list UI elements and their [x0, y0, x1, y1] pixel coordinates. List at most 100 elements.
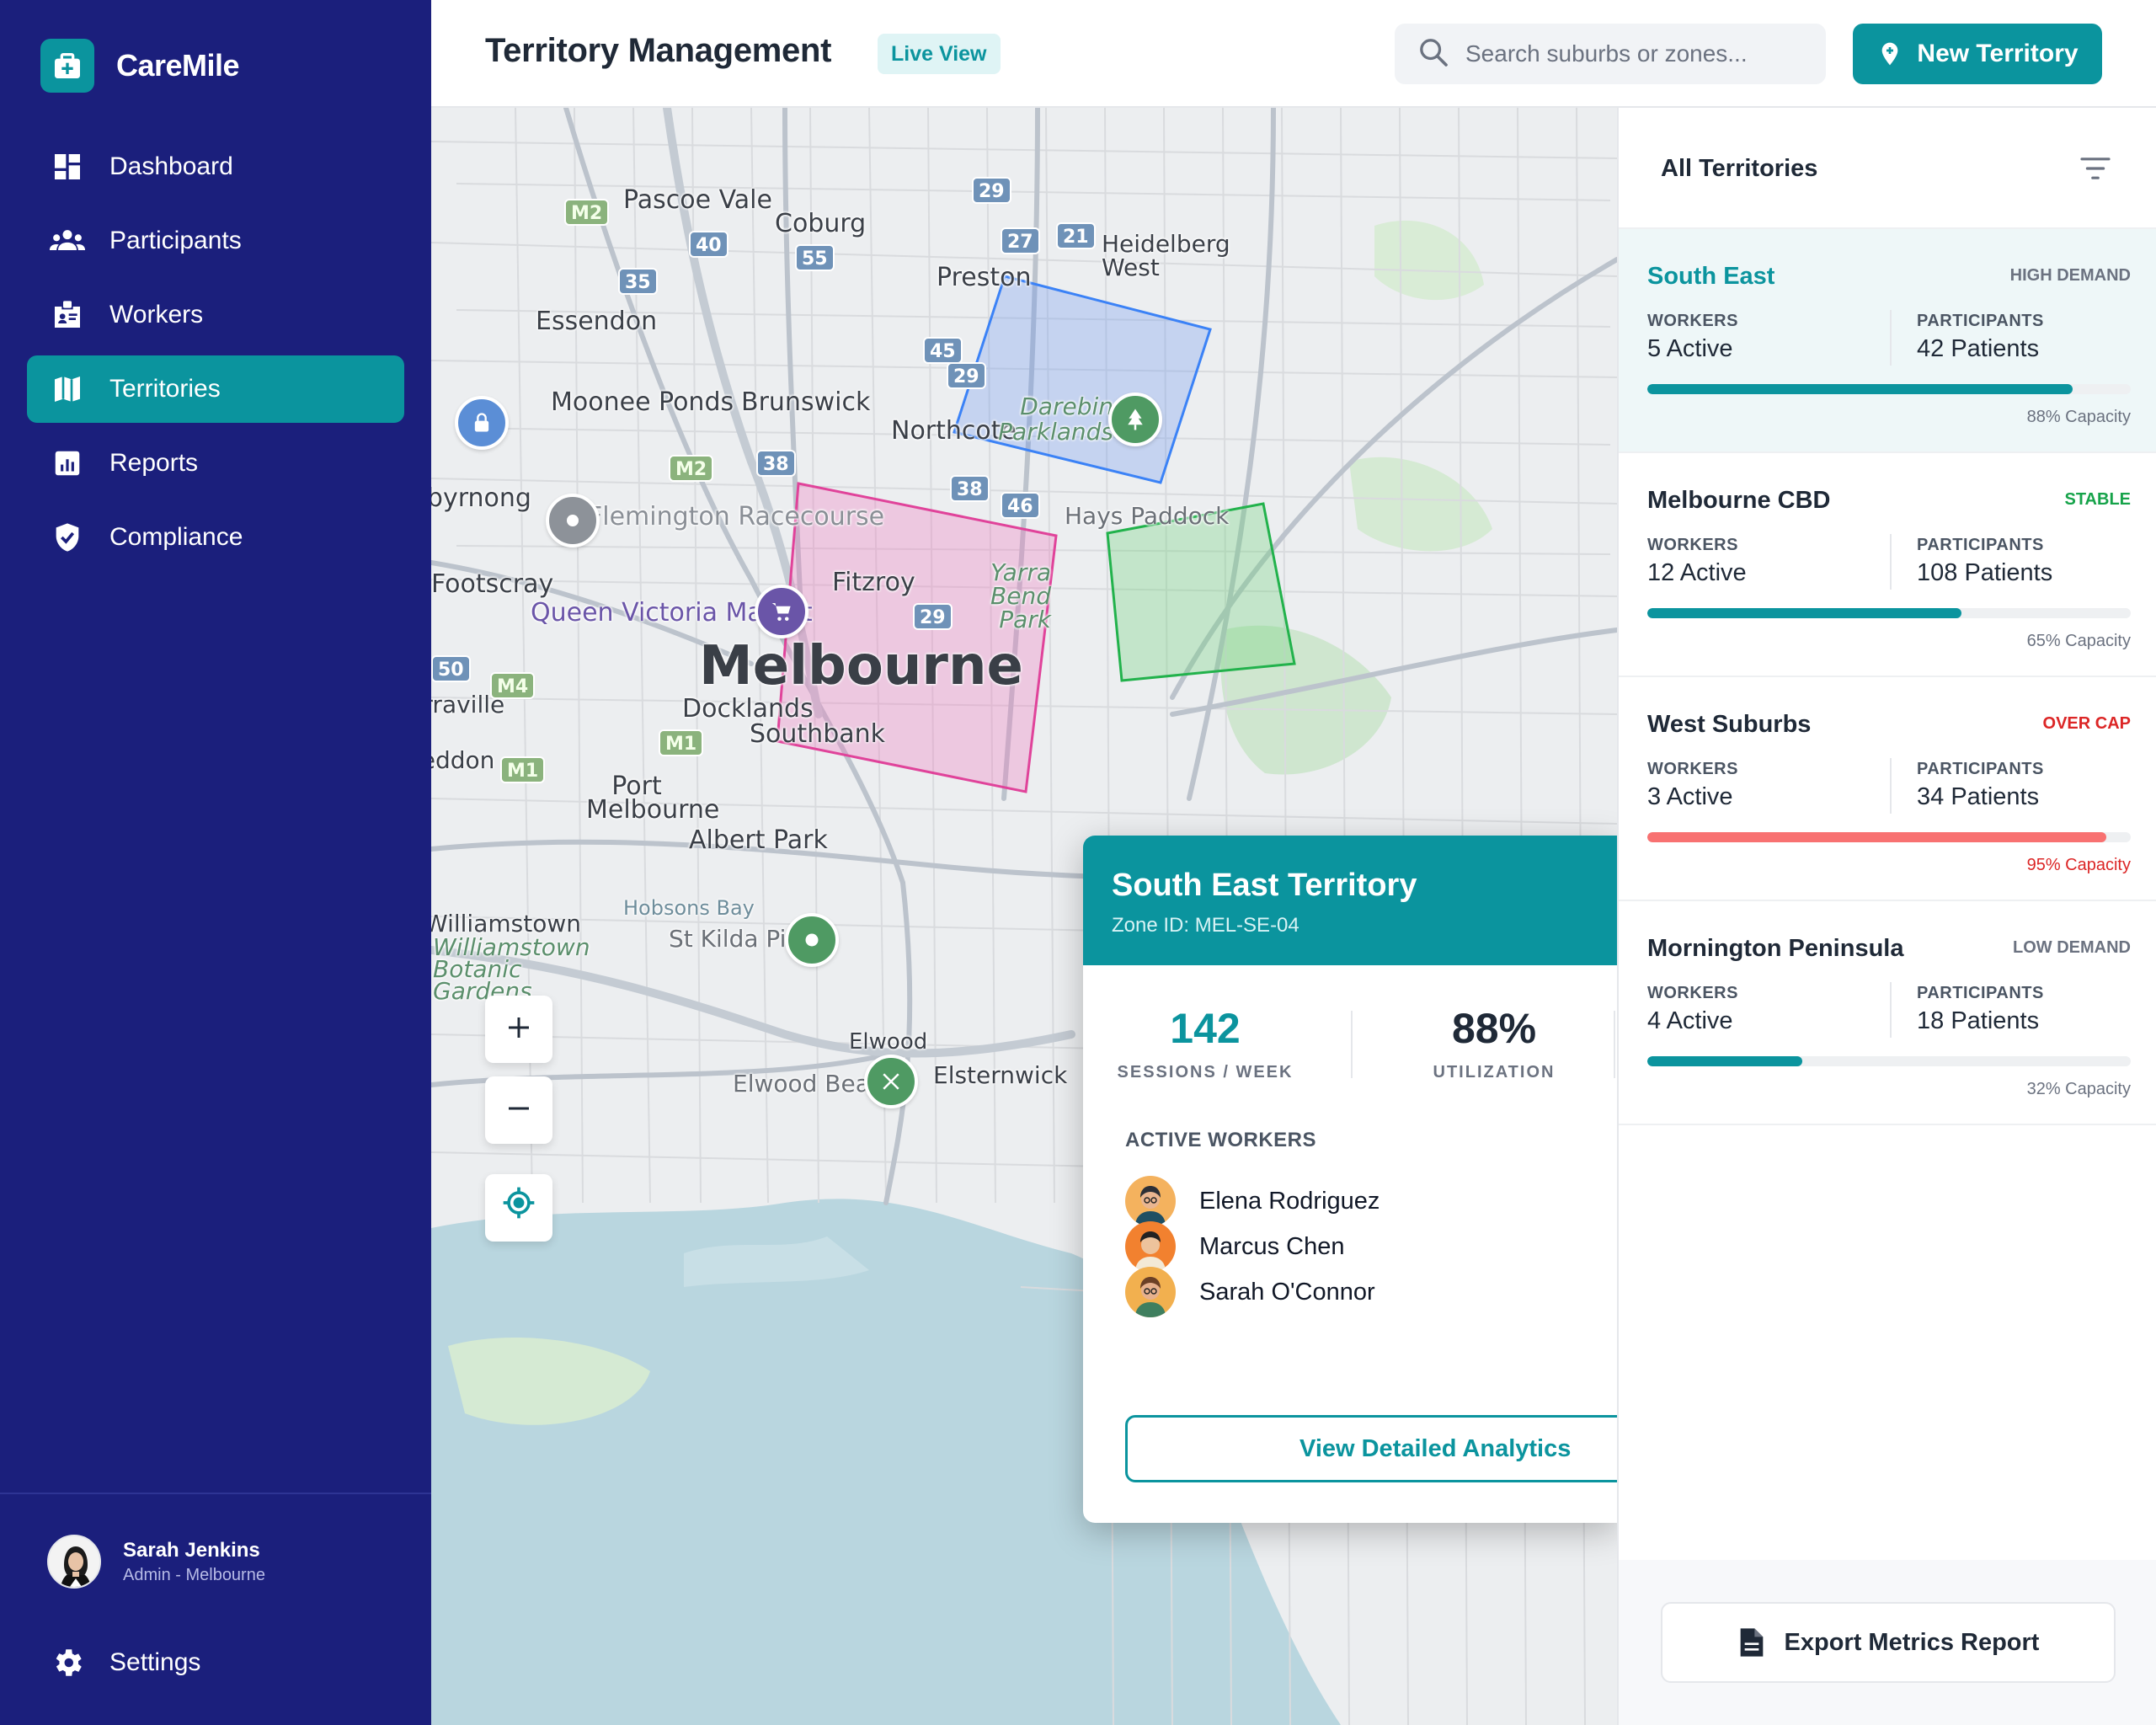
view-analytics-button[interactable]: View Detailed Analytics [1125, 1415, 1617, 1482]
worker-item[interactable]: Sarah O'Connor [1125, 1267, 1375, 1317]
map-label-flemington: Flemington Racecourse [588, 502, 885, 531]
tree-icon[interactable] [1108, 393, 1162, 446]
main-nav: Dashboard Participants Workers Territori… [27, 133, 404, 578]
minus-icon [504, 1087, 534, 1134]
search-input[interactable] [1465, 40, 1802, 67]
participants-label: PARTICIPANTS [1917, 760, 2044, 778]
map-label-heidelberg-west: Heidelberg West [1102, 230, 1230, 281]
settings-label: Settings [109, 1648, 201, 1676]
participants-count: 18 Patients [1917, 1007, 2040, 1034]
document-icon [1737, 1626, 1766, 1659]
avatar [47, 1535, 101, 1589]
map-label-hays-paddock: Hays Paddock [1065, 502, 1230, 530]
map-label-brunswick: Brunswick [741, 387, 871, 417]
user-profile[interactable]: Sarah Jenkins Admin - Melbourne [47, 1535, 265, 1589]
nav-label-compliance: Compliance [109, 523, 243, 551]
capacity-bar [1647, 1056, 2131, 1066]
zone-fitzroy [1106, 502, 1296, 682]
territory-card[interactable]: West Suburbs OVER CAP WORKERS 3 Active PARTI… [1619, 677, 2156, 901]
road-shield: 35 [618, 268, 658, 295]
nav-item-reports[interactable]: Reports [27, 430, 404, 497]
search-bar[interactable] [1395, 24, 1826, 84]
participants-count: 42 Patients [1917, 335, 2040, 362]
territory-map[interactable]: Pascoe Vale Coburg Preston Essendon Moon… [431, 108, 1617, 1725]
people-icon [49, 222, 86, 259]
road-shield: 29 [972, 177, 1011, 204]
filter-icon[interactable] [2079, 155, 2112, 186]
location-poi-icon[interactable] [546, 494, 600, 547]
popup-stats: 142 SESSIONS / WEEK 88% UTILIZATION [1083, 1004, 1617, 1082]
zoom-out-button[interactable] [485, 1076, 552, 1144]
worker-name: Sarah O'Connor [1199, 1278, 1375, 1306]
live-view-badge[interactable]: Live View [878, 34, 1001, 74]
park-poi-icon[interactable] [785, 913, 839, 967]
nav-label-dashboard: Dashboard [109, 152, 233, 180]
add-location-icon [1876, 40, 1903, 67]
sports-poi-icon[interactable] [864, 1055, 918, 1108]
status-badge: OVER CAP [2042, 714, 2131, 733]
stat-divider [1351, 1011, 1353, 1078]
gear-icon [49, 1644, 86, 1681]
locate-me-button[interactable] [485, 1174, 552, 1242]
worker-item[interactable]: Elena Rodriguez [1125, 1176, 1380, 1226]
lock-poi-icon[interactable] [455, 396, 509, 450]
stat-utilization-value: 88% [1451, 1005, 1537, 1052]
nav-label-territories: Territories [109, 375, 221, 403]
map-label-williamstown-botanic: Williamstown Botanic Gardens [433, 933, 590, 1005]
capacity-label: 65% Capacity [2026, 632, 2131, 650]
export-report-label: Export Metrics Report [1784, 1628, 2040, 1656]
brand[interactable]: CareMile [40, 39, 240, 93]
capacity-bar [1647, 384, 2131, 394]
road-shield: M1 [500, 756, 546, 783]
capacity-bar-fill [1647, 1056, 1802, 1066]
settings-link[interactable]: Settings [49, 1644, 200, 1681]
nav-item-dashboard[interactable]: Dashboard [27, 133, 404, 200]
stat-divider [1614, 1011, 1615, 1078]
search-icon [1417, 35, 1450, 73]
road-shield: 21 [1056, 222, 1096, 249]
territory-card[interactable]: Mornington Peninsula LOW DEMAND WORKERS 4 A… [1619, 901, 2156, 1125]
shopping-cart-icon[interactable] [755, 585, 808, 638]
workers-label: WORKERS [1647, 984, 1738, 1002]
road-shield: 38 [950, 475, 990, 502]
road-shield: 46 [1001, 492, 1040, 519]
road-shield: 29 [947, 362, 986, 389]
map-label-southbank: Southbank [750, 719, 886, 749]
nav-item-workers[interactable]: Workers [27, 281, 404, 349]
page-title: Territory Management [485, 32, 832, 69]
participants-count: 34 Patients [1917, 783, 2040, 810]
territory-card[interactable]: Melbourne CBD STABLE WORKERS 12 Active PARTI… [1619, 453, 2156, 677]
road-shield: 50 [431, 655, 471, 682]
stat-utilization-label: UTILIZATION [1433, 1063, 1556, 1081]
chart-icon [49, 445, 86, 482]
territory-popup: South East Territory Zone ID: MEL-SE-04 … [1083, 836, 1617, 1523]
nav-label-reports: Reports [109, 449, 199, 477]
territory-name: Melbourne CBD [1647, 487, 1831, 514]
map-label-yarra-bend-park: Yarra Bend Park [990, 558, 1051, 633]
stat-utilization: 88% UTILIZATION [1368, 1004, 1617, 1082]
app-name: CareMile [116, 48, 240, 83]
sidebar-divider [0, 1493, 431, 1494]
map-label-footscray: Footscray [431, 569, 554, 599]
territory-card[interactable]: South East HIGH DEMAND WORKERS 5 Active PART… [1619, 229, 2156, 453]
zoom-in-button[interactable] [485, 996, 552, 1063]
medical-kit-icon [40, 39, 94, 93]
panel-header: All Territories [1619, 108, 2156, 229]
nav-label-workers: Workers [109, 301, 204, 328]
sidebar: CareMile Dashboard Participants Workers … [0, 0, 431, 1725]
nav-item-territories[interactable]: Territories [27, 355, 404, 423]
map-label-northcote: Northcote [891, 416, 1017, 446]
workers-count: 5 Active [1647, 335, 1733, 362]
workers-count: 3 Active [1647, 783, 1733, 810]
map-label-fitzroy: Fitzroy [832, 568, 915, 597]
new-territory-button[interactable]: New Territory [1853, 24, 2102, 84]
status-badge: HIGH DEMAND [2009, 266, 2131, 285]
workers-label: WORKERS [1647, 312, 1738, 330]
avatar [1125, 1221, 1176, 1272]
nav-item-compliance[interactable]: Compliance [27, 504, 404, 571]
new-territory-label: New Territory [1917, 40, 2079, 67]
nav-item-participants[interactable]: Participants [27, 207, 404, 275]
worker-item[interactable]: Marcus Chen [1125, 1221, 1344, 1272]
card-divider [1890, 758, 1892, 814]
export-report-button[interactable]: Export Metrics Report [1661, 1602, 2116, 1683]
